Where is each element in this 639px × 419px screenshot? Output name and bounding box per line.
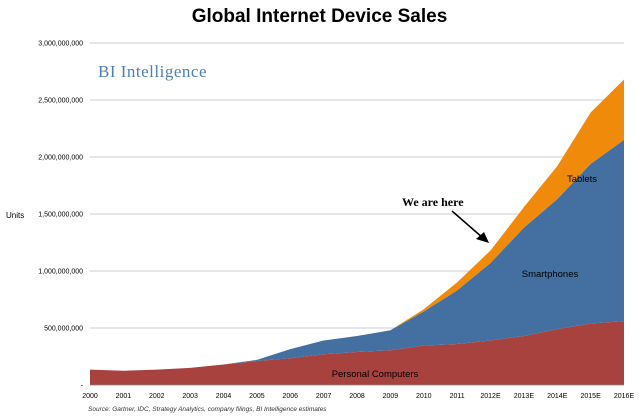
- x-tick-label: 2008: [349, 393, 365, 400]
- x-tick-label: 2009: [383, 393, 399, 400]
- series-label-tablets: Tablets: [567, 174, 597, 185]
- x-tick-label: 2015E: [581, 393, 602, 400]
- x-tick-label: 2006: [282, 393, 298, 400]
- x-tick-label: 2012E: [480, 393, 501, 400]
- x-tick-label: 2007: [316, 393, 332, 400]
- y-tick-label: 2,500,000,000: [38, 98, 83, 105]
- x-tick-label: 2001: [116, 393, 132, 400]
- we-are-here-annotation: We are here: [402, 195, 464, 209]
- x-tick-label: 2011: [450, 393, 465, 400]
- x-tick-label: 2010: [416, 393, 432, 400]
- x-axis-ticks: 2000 2001 2002 2003 2004 2005 2006 2007 2008 2009…: [82, 393, 634, 400]
- bi-intelligence-watermark: BI Intelligence: [98, 62, 207, 81]
- source-note: Source: Gartner, IDC, Strategy Analytics…: [88, 406, 327, 413]
- y-tick-label: 2,000,000,000: [38, 155, 83, 162]
- stacked-areas: [90, 79, 624, 385]
- y-axis-ticks: - 500,000,000 1,000,000,000 1,500,000,000 2,…: [38, 41, 83, 390]
- area-personal-computers: [90, 321, 624, 385]
- x-tick-label: 2005: [249, 393, 265, 400]
- y-tick-label: 500,000,000: [44, 326, 83, 333]
- area-smartphones: [90, 139, 624, 371]
- series-labels: Personal Computers Smartphones Tablets: [332, 174, 598, 380]
- annotation-arrow: [451, 210, 489, 243]
- x-tick-label: 2000: [82, 393, 98, 400]
- x-tick-label: 2004: [216, 393, 232, 400]
- y-tick-label: 1,500,000,000: [38, 212, 83, 219]
- x-tick-label: 2014E: [547, 393, 568, 400]
- y-axis-label: Units: [6, 211, 24, 220]
- area-tablets: [90, 79, 624, 371]
- x-tick-label: 2003: [182, 393, 198, 400]
- y-tick-label: -: [81, 383, 84, 390]
- y-tick-label: 1,000,000,000: [38, 269, 83, 276]
- chart-title: Global Internet Device Sales: [191, 6, 448, 27]
- x-tick-label: 2013E: [514, 393, 535, 400]
- series-label-smartphones: Smartphones: [522, 269, 579, 280]
- y-tick-label: 3,000,000,000: [38, 41, 83, 48]
- series-label-personal-computers: Personal Computers: [332, 369, 419, 380]
- x-tick-label: 2002: [149, 393, 165, 400]
- x-tick-label: 2016E: [614, 393, 635, 400]
